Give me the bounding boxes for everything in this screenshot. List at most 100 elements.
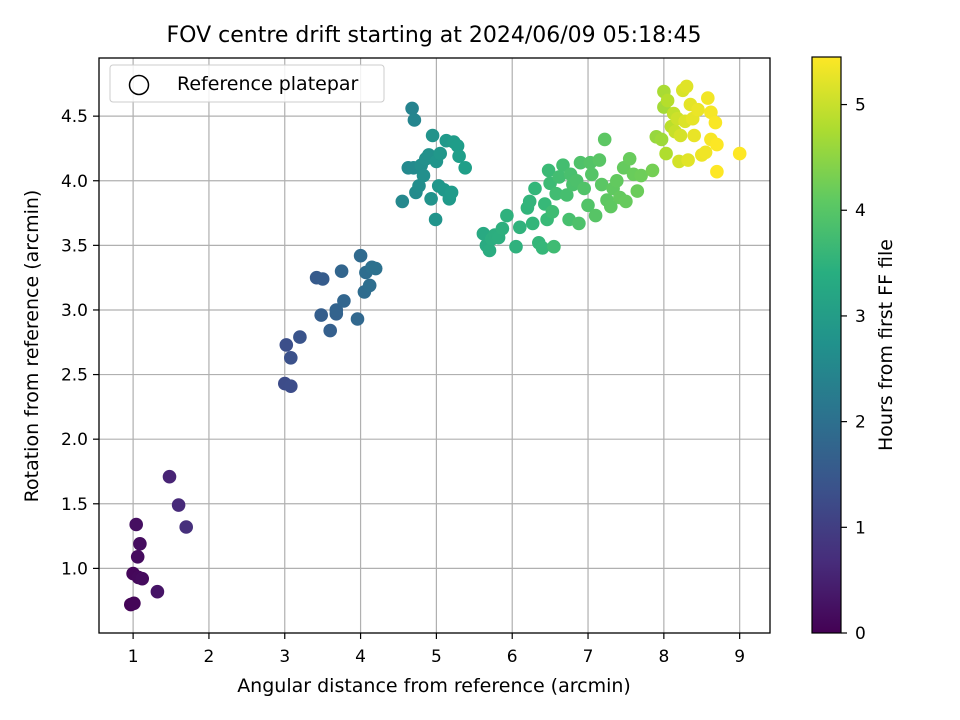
y-ticks: 1.0 1.5 2.0 2.5 3.0 3.5 4.0 4.5 [61,107,99,579]
data-point [334,264,349,279]
data-point [560,188,574,202]
data-point [482,243,497,258]
data-point [509,239,523,254]
data-point [619,194,633,209]
data-point [368,261,383,276]
colorbar-tick-label: 2 [855,413,866,433]
x-ticks: 1 2 3 4 5 6 7 8 9 [128,633,745,667]
data-point [710,137,724,152]
data-point [293,330,307,344]
data-point [279,338,294,352]
colorbar-tick-label: 0 [855,624,866,644]
y-axis-label: Rotation from reference (arcmin) [21,190,43,503]
data-points [124,79,747,612]
data-point [556,158,570,172]
data-point [444,185,459,200]
data-point [528,181,542,196]
data-point [622,152,637,166]
data-point [416,168,431,183]
x-tick-label: 8 [658,647,669,667]
data-point [604,199,618,214]
data-point [581,198,595,213]
data-point [353,248,368,263]
data-point [710,164,724,179]
data-point [495,221,510,236]
data-point [150,584,165,599]
data-point [704,105,718,120]
colorbar-tick-label: 5 [855,96,866,116]
x-tick-label: 5 [431,647,442,667]
data-point [572,216,586,231]
data-point [323,323,338,338]
data-point [577,181,591,196]
data-point [513,220,527,235]
data-point [362,278,377,293]
data-point [547,239,561,254]
grid-lines [99,58,770,633]
colorbar: 0 1 2 3 4 5 Hours from first FF file [811,56,897,644]
y-tick-label: 2.5 [61,366,88,386]
data-point [433,146,448,161]
colorbar-label: Hours from first FF file [875,239,897,451]
data-point [679,79,694,94]
y-tick-label: 1.0 [61,559,88,579]
legend-entry-label: Reference platepar [177,73,359,95]
data-point [284,379,298,394]
data-point [610,174,624,188]
data-point [660,93,675,108]
data-point [135,571,149,586]
data-point [450,139,465,153]
data-point [405,101,419,116]
data-point [645,163,660,178]
chart-title: FOV centre drift starting at 2024/06/09 … [167,23,702,48]
data-point [162,469,177,484]
data-point [129,517,143,532]
data-point [395,194,410,209]
data-point [634,168,648,183]
x-tick-label: 9 [734,647,745,667]
data-point [573,155,588,170]
data-point [315,272,330,286]
y-tick-label: 4.0 [61,172,88,192]
y-tick-label: 2.0 [61,430,88,450]
data-point [630,184,645,198]
data-point [708,115,723,130]
data-point [452,149,466,163]
data-point [314,308,329,322]
data-point [597,132,612,147]
data-point [458,161,473,175]
data-point [525,216,540,231]
x-axis-label: Angular distance from reference (arcmin) [237,675,631,697]
data-point [329,303,344,317]
colorbar-ticks: 0 1 2 3 4 5 [841,96,866,644]
data-point [535,241,550,255]
data-point [691,102,705,117]
data-point [412,179,426,193]
colorbar-tick-label: 3 [855,307,866,327]
data-point [407,113,422,127]
data-point [127,596,141,611]
data-point [592,153,607,167]
colorbar-tick-label: 1 [855,518,866,538]
data-point [552,170,566,184]
y-tick-label: 4.5 [61,107,88,127]
data-point [585,167,599,182]
x-tick-label: 6 [507,647,518,667]
data-point [171,498,186,512]
data-point [500,208,514,223]
legend-marker-icon [128,74,150,96]
data-point [698,145,713,160]
legend: Reference platepar [109,64,385,103]
data-point [130,550,145,564]
colorbar-gradient [811,56,842,634]
data-point [541,163,556,178]
data-point [687,128,701,143]
x-tick-label: 4 [355,647,366,667]
data-point [654,132,669,147]
data-point [549,186,563,201]
data-point [425,128,440,143]
data-point [337,294,351,308]
data-point [673,128,688,143]
y-tick-label: 1.5 [61,495,88,515]
